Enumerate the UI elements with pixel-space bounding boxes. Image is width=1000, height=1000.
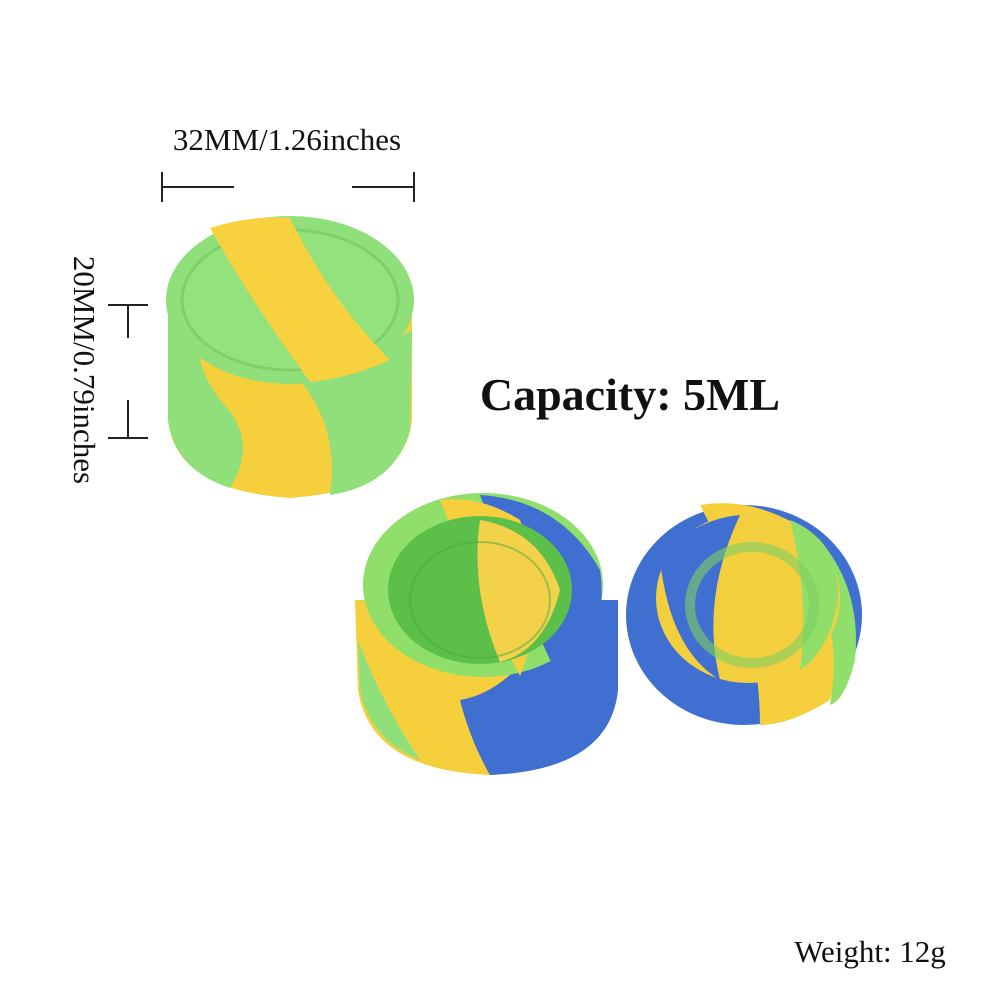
width-dimension-lines — [161, 172, 415, 202]
jar-closed — [166, 216, 414, 498]
capacity-label: Capacity: 5ML — [480, 369, 780, 420]
jar-lid — [626, 503, 862, 725]
height-dimension-lines — [108, 304, 148, 439]
weight-label: Weight: 12g — [794, 934, 946, 969]
height-label: 20MM/0.79inches — [67, 256, 102, 484]
width-label: 32MM/1.26inches — [173, 122, 401, 157]
jar-open — [355, 493, 618, 775]
